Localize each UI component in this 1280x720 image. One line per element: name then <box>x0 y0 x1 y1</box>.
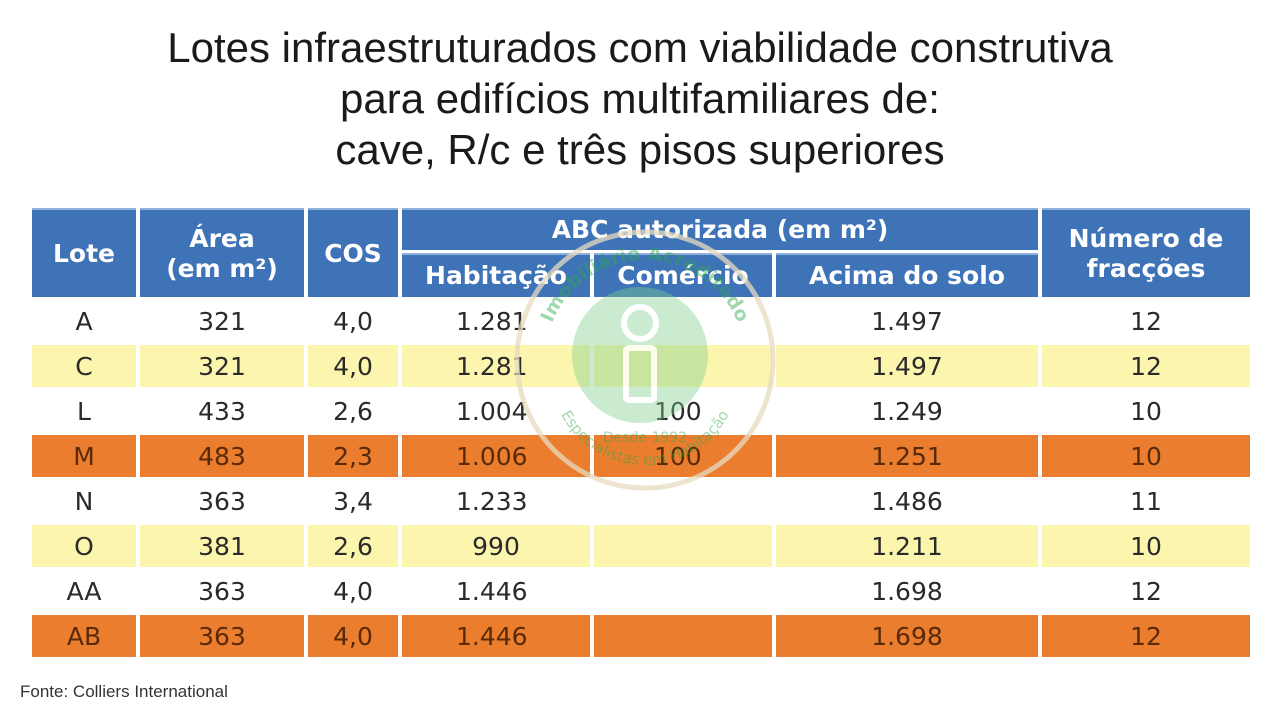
cell-acima-solo: 1.497 <box>776 300 1038 342</box>
header-comercio: Comércio <box>594 253 772 297</box>
cell-habitacao: 1.233 <box>402 480 590 522</box>
cell-area: 433 <box>140 390 304 432</box>
cell-cos: 2,6 <box>308 525 398 567</box>
cell-lote: M <box>32 435 136 477</box>
cell-habitacao: 1.006 <box>402 435 590 477</box>
cell-comercio <box>594 480 772 522</box>
cell-acima-solo: 1.497 <box>776 345 1038 387</box>
cell-comercio <box>594 525 772 567</box>
table-row: L 433 2,6 1.004 100 1.249 10 <box>32 390 1250 432</box>
cell-acima-solo: 1.251 <box>776 435 1038 477</box>
cell-comercio <box>594 345 772 387</box>
cell-habitacao: 1.446 <box>402 570 590 612</box>
cell-acima-solo: 1.249 <box>776 390 1038 432</box>
page-title: Lotes infraestruturados com viabilidade … <box>0 22 1280 175</box>
cell-lote: AB <box>32 615 136 657</box>
cell-cos: 3,4 <box>308 480 398 522</box>
lots-table: Lote Área (em m²) COS ABC autorizada (em… <box>28 205 1254 660</box>
header-area-line-1: Área <box>189 223 255 253</box>
cell-comercio: 100 <box>594 390 772 432</box>
cell-habitacao: 1.004 <box>402 390 590 432</box>
cell-habitacao: 990 <box>402 525 590 567</box>
table-row: M 483 2,3 1.006 100 1.251 10 <box>32 435 1250 477</box>
cell-cos: 2,6 <box>308 390 398 432</box>
header-area-line-2: (em m²) <box>166 253 278 283</box>
cell-comercio: 100 <box>594 435 772 477</box>
cell-fraccoes: 10 <box>1042 435 1250 477</box>
cell-habitacao: 1.281 <box>402 345 590 387</box>
cell-fraccoes: 10 <box>1042 390 1250 432</box>
header-area: Área (em m²) <box>140 208 304 297</box>
table-row: AA 363 4,0 1.446 1.698 12 <box>32 570 1250 612</box>
cell-habitacao: 1.446 <box>402 615 590 657</box>
cell-lote: O <box>32 525 136 567</box>
cell-area: 363 <box>140 615 304 657</box>
table-row: C 321 4,0 1.281 1.497 12 <box>32 345 1250 387</box>
title-line-1: Lotes infraestruturados com viabilidade … <box>167 24 1113 71</box>
title-line-3: cave, R/c e três pisos superiores <box>335 126 945 173</box>
cell-lote: A <box>32 300 136 342</box>
cell-area: 381 <box>140 525 304 567</box>
cell-cos: 2,3 <box>308 435 398 477</box>
cell-fraccoes: 12 <box>1042 570 1250 612</box>
cell-lote: C <box>32 345 136 387</box>
header-fraccoes-line-2: fracções <box>1086 253 1206 283</box>
cell-area: 321 <box>140 345 304 387</box>
cell-fraccoes: 11 <box>1042 480 1250 522</box>
header-acima-solo: Acima do solo <box>776 253 1038 297</box>
cell-habitacao: 1.281 <box>402 300 590 342</box>
header-fraccoes-line-1: Número de <box>1068 223 1224 253</box>
cell-acima-solo: 1.486 <box>776 480 1038 522</box>
cell-fraccoes: 12 <box>1042 300 1250 342</box>
cell-acima-solo: 1.698 <box>776 570 1038 612</box>
cell-comercio <box>594 300 772 342</box>
header-habitacao: Habitação <box>402 253 590 297</box>
header-lote: Lote <box>32 208 136 297</box>
source-note: Fonte: Colliers International <box>20 682 228 701</box>
cell-lote: N <box>32 480 136 522</box>
cell-cos: 4,0 <box>308 345 398 387</box>
cell-area: 483 <box>140 435 304 477</box>
table-row: O 381 2,6 990 1.211 10 <box>32 525 1250 567</box>
cell-acima-solo: 1.211 <box>776 525 1038 567</box>
cell-comercio <box>594 570 772 612</box>
cell-cos: 4,0 <box>308 615 398 657</box>
cell-fraccoes: 10 <box>1042 525 1250 567</box>
cell-cos: 4,0 <box>308 300 398 342</box>
table-row: N 363 3,4 1.233 1.486 11 <box>32 480 1250 522</box>
cell-lote: AA <box>32 570 136 612</box>
cell-fraccoes: 12 <box>1042 345 1250 387</box>
title-line-2: para edifícios multifamiliares de: <box>340 75 940 122</box>
cell-area: 363 <box>140 480 304 522</box>
cell-area: 321 <box>140 300 304 342</box>
table-row: A 321 4,0 1.281 1.497 12 <box>32 300 1250 342</box>
cell-comercio <box>594 615 772 657</box>
cell-fraccoes: 12 <box>1042 615 1250 657</box>
table-row: AB 363 4,0 1.446 1.698 12 <box>32 615 1250 657</box>
cell-cos: 4,0 <box>308 570 398 612</box>
header-fraccoes: Número de fracções <box>1042 208 1250 297</box>
table-header-row: Lote Área (em m²) COS ABC autorizada (em… <box>32 208 1250 297</box>
header-abc: ABC autorizada (em m²) <box>402 208 1038 250</box>
cell-acima-solo: 1.698 <box>776 615 1038 657</box>
cell-area: 363 <box>140 570 304 612</box>
cell-lote: L <box>32 390 136 432</box>
header-cos: COS <box>308 208 398 297</box>
